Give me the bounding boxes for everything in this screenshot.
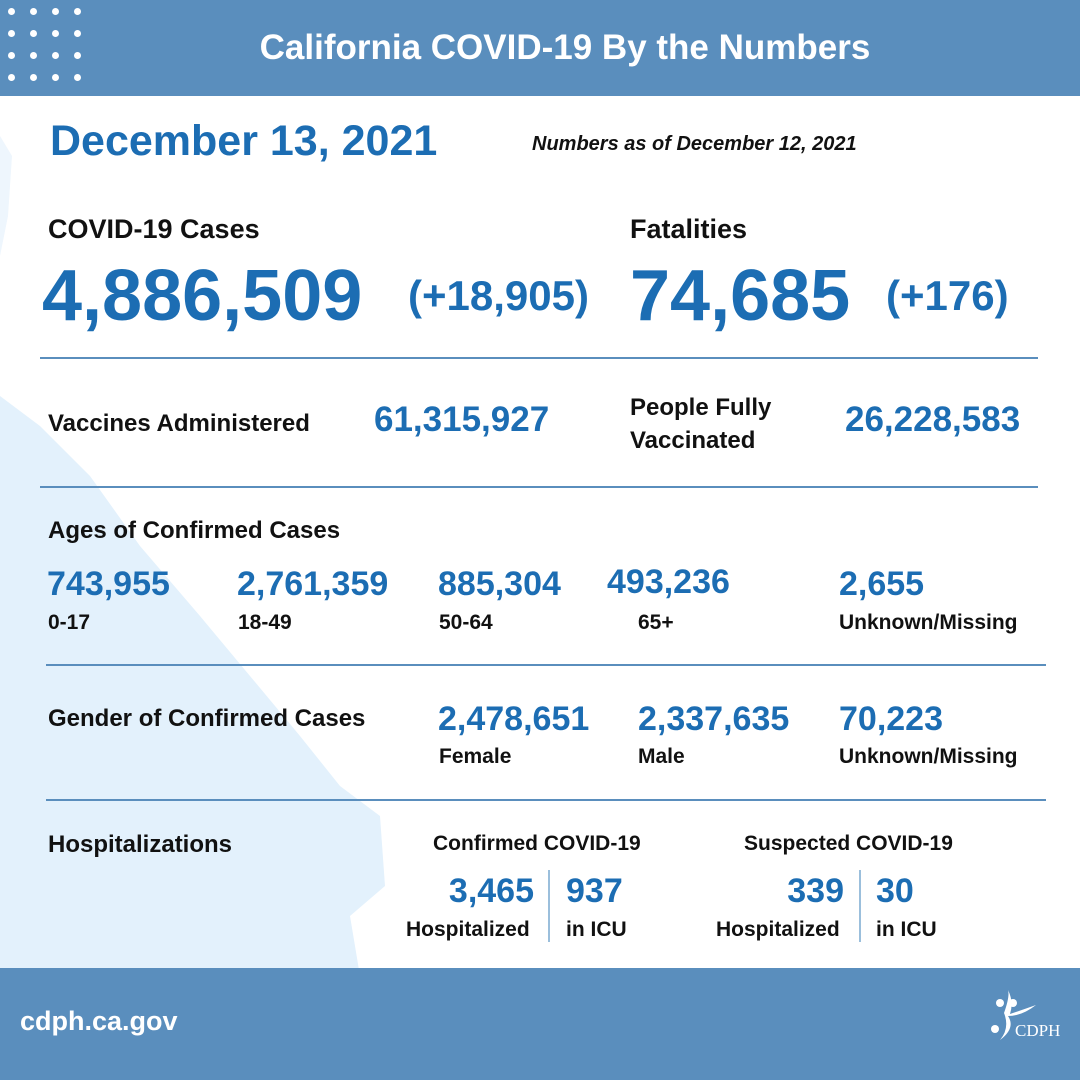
age-value-18-49: 2,761,359 [237, 565, 389, 603]
vaccines-value: 61,315,927 [374, 400, 550, 439]
suspected-title: Suspected COVID-19 [744, 832, 953, 855]
divider [40, 486, 1038, 488]
dot [74, 52, 81, 59]
dot [52, 96, 59, 103]
dot [74, 8, 81, 15]
website-link[interactable]: cdph.ca.gov [20, 1006, 178, 1036]
ages-title: Ages of Confirmed Cases [48, 517, 341, 544]
dot [74, 30, 81, 37]
fully-vaccinated-value: 26,228,583 [845, 400, 1021, 439]
page-title: California COVID-19 By the Numbers [259, 28, 871, 67]
dot [74, 96, 81, 103]
cases-value: 4,886,509 [42, 256, 363, 336]
age-label-65-plus: 65+ [638, 611, 674, 634]
gender-value-male: 2,337,635 [638, 700, 790, 738]
gender-value-unknown: 70,223 [839, 700, 943, 738]
confirmed-hospitalized-value: 3,465 [448, 872, 534, 910]
dot [8, 52, 15, 59]
gender-label-unknown: Unknown/Missing [839, 745, 1018, 768]
hospitalizations-title: Hospitalizations [48, 831, 233, 858]
suspected-icu-value: 30 [876, 872, 914, 910]
divider [46, 799, 1046, 801]
separator [548, 870, 550, 942]
dot [8, 74, 15, 81]
report-date: December 13, 2021 [50, 117, 438, 165]
age-value-unknown: 2,655 [839, 565, 925, 603]
fully-vaccinated-label-line2: Vaccinated [630, 427, 756, 454]
dot [52, 30, 59, 37]
suspected-hospitalized-value: 339 [787, 872, 844, 910]
age-value-65-plus: 493,236 [607, 563, 730, 601]
fatalities-label: Fatalities [630, 214, 748, 244]
cdph-logo-text: CDPH [1015, 1021, 1060, 1040]
age-label-50-64: 50-64 [439, 611, 493, 634]
age-label-18-49: 18-49 [238, 611, 292, 634]
divider [40, 357, 1038, 359]
cases-change: (+18,905) [408, 272, 589, 319]
dot [52, 52, 59, 59]
as-of-note: Numbers as of December 12, 2021 [532, 133, 857, 155]
dot [52, 74, 59, 81]
gender-label-male: Male [638, 745, 685, 768]
gender-label-female: Female [439, 745, 512, 768]
dot [30, 8, 37, 15]
dot [30, 30, 37, 37]
dot [30, 74, 37, 81]
separator [859, 870, 861, 942]
dot [30, 96, 37, 103]
fatalities-change: (+176) [886, 272, 1009, 319]
divider [46, 664, 1046, 666]
fatalities-value: 74,685 [630, 256, 851, 336]
cdph-logo: CDPH [990, 988, 1070, 1058]
confirmed-icu-value: 937 [566, 872, 623, 910]
vaccines-label: Vaccines Administered [48, 410, 310, 437]
gender-title: Gender of Confirmed Cases [48, 705, 366, 732]
california-map-silhouette [0, 136, 385, 968]
age-label-unknown: Unknown/Missing [839, 611, 1018, 634]
cases-label: COVID-19 Cases [48, 214, 260, 244]
dot [52, 8, 59, 15]
cdph-logo-icon: CDPH [991, 990, 1060, 1040]
suspected-icu-label: in ICU [876, 918, 937, 941]
confirmed-icu-label: in ICU [566, 918, 627, 941]
footer-bar: cdph.ca.gov CDPH [0, 968, 1080, 1080]
confirmed-hospitalized-label: Hospitalized [406, 918, 530, 941]
header-bar: California COVID-19 By the Numbers [0, 0, 1080, 103]
dot [30, 52, 37, 59]
confirmed-title: Confirmed COVID-19 [433, 832, 641, 855]
age-value-50-64: 885,304 [438, 565, 561, 603]
dot [74, 74, 81, 81]
dot [8, 96, 15, 103]
age-label-0-17: 0-17 [48, 611, 91, 634]
age-value-0-17: 743,955 [47, 565, 170, 603]
suspected-hospitalized-label: Hospitalized [716, 918, 840, 941]
dot [8, 8, 15, 15]
dot [8, 30, 15, 37]
fully-vaccinated-label-line1: People Fully [630, 394, 772, 421]
gender-value-female: 2,478,651 [438, 700, 590, 738]
